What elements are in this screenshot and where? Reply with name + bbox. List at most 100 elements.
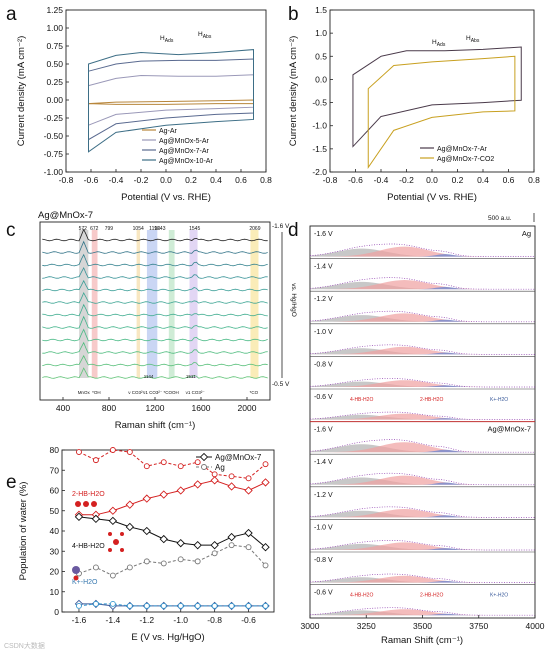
panel-d-stack: -1.6 V Ag -1.4 V -1.2 V -1.0 V -0.8 V -0.6 V 4-…: [309, 229, 535, 616]
panel-d-band-k: [310, 319, 490, 322]
panel-d-xtick-label: 4000: [526, 621, 545, 631]
a-legend-entry: Ag@MnOx-5-Ar: [159, 138, 210, 145]
panel-a-hads-label: HAds: [160, 35, 174, 44]
panel-d-component-label: 4-HB-H2O: [350, 593, 373, 599]
b-ytick-label: -2.0: [312, 167, 327, 177]
panel-e-ytick-label: 80: [50, 445, 60, 455]
panel-e-molecule-2hb: [75, 501, 97, 507]
panel-d-measured-spectrum: [309, 344, 535, 355]
panel-c-spectrum: [42, 367, 268, 379]
panel-e-point: [142, 494, 151, 503]
panel-c-spectrum: [42, 253, 268, 267]
panel-d-xtick-label: 3250: [357, 621, 376, 631]
panel-d-band-k: [310, 613, 490, 616]
panel-d-band-4hb: [310, 281, 490, 290]
panel-c-peak-label: 1243: [154, 226, 165, 232]
panel-d-band-4hb: [310, 414, 490, 420]
panel-b-yticks: 1.5 1.0 0.5 0.0 -0.5 -1.0 -1.5 -2.0: [312, 5, 333, 177]
panel-e-point: [109, 447, 116, 453]
panel-c-peak-label: 1545: [189, 226, 200, 232]
panel-e-point: [160, 602, 167, 609]
panel-c-voltage-top: -1.6 V: [272, 223, 290, 230]
panel-e-ytick-label: 50: [50, 506, 60, 516]
panel-c-bottom-label: ν1 CO3²⁻: [143, 390, 163, 395]
panel-e-point: [245, 602, 252, 609]
panel-e-legend-marker: [199, 452, 209, 462]
panel-d-band-4hb: [310, 248, 490, 257]
panel-c-peak-label: 672: [90, 226, 99, 232]
panel-e-point: [228, 473, 235, 480]
panel-d-voltage-label: -1.4 V: [314, 264, 333, 271]
panel-e-point: [194, 558, 201, 565]
panel-e-ytick-label: 20: [50, 567, 60, 577]
panel-e-point: [109, 572, 116, 579]
panel-d-measured-spectrum: [309, 472, 535, 486]
a-ytick-label: 0.50: [46, 59, 63, 69]
panel-d-voltage-label: -0.6 V: [314, 590, 333, 597]
panel-e-annot-k: K+-H2O: [72, 579, 98, 586]
panel-e-point: [177, 602, 184, 609]
panel-e: 0 10 20 30 40 50 60 70 80 -1.6 -1.4 -1.2 -1.0 -0.8 -0.…: [4, 445, 275, 650]
panel-a-xticks: -0.8 -0.6 -0.4 -0.2 0.0 0.2 0.4 0.6 0.8: [59, 169, 272, 185]
panel-e-point: [108, 516, 118, 526]
panel-e-point: [125, 522, 135, 532]
panel-a-yticks: 1.25 1.00 0.75 0.50 0.25 0.00 -0.25 -0.50 -0.75 -…: [44, 5, 69, 177]
panel-e-point: [210, 541, 219, 550]
panel-e-point: [143, 463, 150, 470]
panel-e-xtick-label: -1.6: [72, 615, 87, 625]
panel-c-spectrum: [42, 328, 268, 342]
panel-e-point: [228, 542, 235, 549]
b-ytick-label: -1.5: [312, 144, 327, 154]
panel-e-molecule-k: [72, 566, 80, 581]
panel-e-point: [142, 526, 151, 536]
panel-d-group-name: Ag: [522, 229, 531, 238]
panel-c-spectrum: [42, 341, 268, 354]
panel-e-point: [262, 602, 269, 609]
a-ytick-label: 1.00: [46, 23, 63, 33]
panel-c-spectrum: [42, 303, 268, 317]
panel-d-voltage-label: -1.0 V: [314, 524, 333, 531]
panel-b-xticks: -0.8 -0.6 -0.4 -0.2 0.0 0.2 0.4 0.6 0.8: [323, 169, 540, 185]
panel-e-point: [143, 602, 150, 609]
panel-e-frame: [61, 449, 275, 613]
panel-c-bottom-label: MnOx: [78, 390, 91, 395]
panel-d-measured-spectrum: [309, 540, 535, 551]
a-xtick-label: 0.4: [210, 175, 222, 185]
panel-e-ticks: 0 10 20 30 40 50 60 70 80 -1.6 -1.4 -1.2 -1.0 -0.8 -0.…: [50, 445, 257, 625]
b-xtick-label: 0.0: [426, 175, 438, 185]
a-ytick-label: 0.00: [46, 95, 63, 105]
panel-c-spectrum: [42, 266, 268, 279]
b-xtick-label: 0.8: [528, 175, 540, 185]
panel-e-ytick-label: 0: [54, 607, 59, 617]
panel-d-band-4hb: [310, 477, 490, 485]
panel-e-point: [160, 560, 167, 567]
panel-e-point: [91, 514, 101, 524]
panel-e-point: [211, 471, 218, 478]
panel-c-peak-label: 1054: [133, 226, 144, 232]
panel-c-bottom-label: 1511: [186, 374, 196, 379]
panel-d-xticks: 3000 3250 3500 3750 4000: [301, 615, 545, 631]
panel-e-point: [245, 475, 252, 482]
panel-c-peak-label: 572: [79, 226, 88, 232]
a-xtick-label: -0.6: [84, 175, 99, 185]
panel-e-molecule-4hb: [108, 532, 124, 552]
panel-c-bottom-label: *COOH: [163, 390, 178, 395]
b-cv-curve: [352, 46, 522, 148]
panel-e-xtick-label: -1.2: [139, 615, 154, 625]
panel-c-bottom-label: *CO: [250, 390, 259, 395]
panel-a-ylabel: Current density (mA cm⁻²): [16, 36, 27, 147]
a-xtick-label: 0.0: [160, 175, 172, 185]
panel-d-band-4hb: [310, 381, 490, 387]
panel-e-ytick-label: 30: [50, 546, 60, 556]
panel-e-point: [76, 602, 82, 609]
a-ytick-label: 1.25: [46, 5, 63, 15]
panel-d-xtick-label: 3750: [469, 621, 488, 631]
panel-d-band-k: [310, 385, 490, 387]
panel-d-band-2hb: [310, 575, 490, 583]
panel-e-point: [244, 528, 253, 538]
panel-d-measured-spectrum: [309, 607, 535, 616]
panel-d-voltage-label: -0.6 V: [314, 394, 333, 401]
panel-a: -0.8 -0.6 -0.4 -0.2 0.0 0.2 0.4 0.6 0.8 1.25 1.00…: [16, 5, 272, 203]
panel-d-measured-spectrum: [309, 277, 535, 290]
